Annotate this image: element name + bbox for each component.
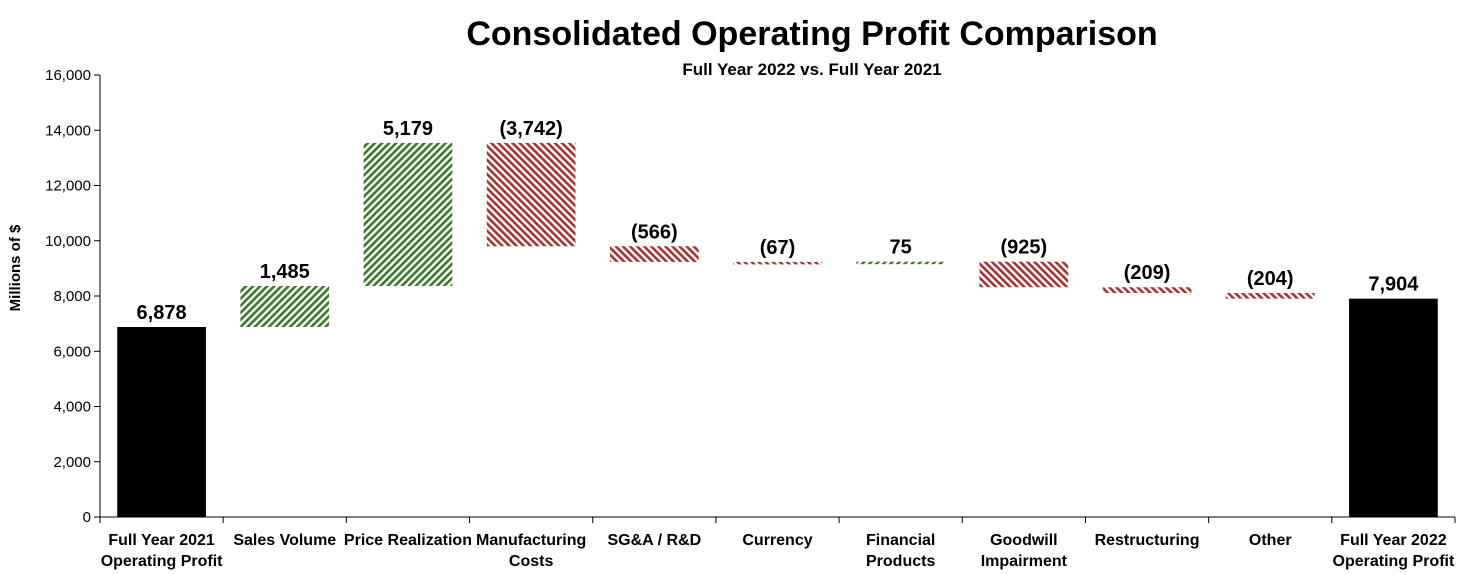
x-axis — [99, 516, 1456, 523]
bar-decrease — [486, 142, 576, 247]
category-labels-group: Full Year 2021 Operating Profit Sales Volu… — [101, 532, 1455, 570]
y-tick-label: 6,000 — [53, 343, 91, 360]
y-tick-label: 4,000 — [53, 399, 91, 416]
category-label: Currency — [742, 532, 812, 549]
data-label: 1,485 — [260, 261, 310, 283]
data-label: (209) — [1124, 262, 1171, 284]
category-label: Manufacturing Costs — [476, 532, 586, 570]
bar-total — [1349, 298, 1438, 517]
bars-group — [117, 142, 1438, 517]
bar-decrease — [979, 261, 1069, 288]
chart-subtitle: Full Year 2022 vs. Full Year 2021 — [682, 60, 941, 79]
data-label: 6,878 — [137, 302, 187, 324]
y-tick-label: 12,000 — [45, 178, 91, 195]
y-tick-label: 2,000 — [53, 454, 91, 471]
bar-decrease — [1102, 287, 1192, 294]
chart-title: Consolidated Operating Profit Comparison — [466, 15, 1157, 53]
bar-increase — [856, 261, 946, 265]
y-tick-label: 14,000 — [45, 122, 91, 139]
data-label: (204) — [1247, 268, 1294, 290]
category-label: Price Realization — [344, 532, 472, 549]
data-label: 5,179 — [383, 118, 433, 140]
bar-increase — [240, 285, 330, 327]
y-tick-label: 8,000 — [53, 288, 91, 305]
bar-total — [117, 326, 206, 517]
bar-decrease — [733, 261, 822, 265]
data-label: 75 — [890, 237, 912, 259]
bar-increase — [363, 142, 453, 286]
category-label: Other — [1249, 532, 1292, 549]
data-label: (3,742) — [499, 118, 562, 140]
data-label: (566) — [631, 221, 678, 243]
category-label: Full Year 2021 Operating Profit — [101, 532, 223, 570]
bar-decrease — [1225, 293, 1315, 299]
bar-decrease — [609, 246, 699, 262]
data-label: 7,904 — [1368, 274, 1419, 296]
y-axis-label: Millions of $ — [7, 224, 24, 311]
data-label: (67) — [760, 237, 796, 259]
data-label: (925) — [1001, 237, 1048, 259]
category-label: Goodwill Impairment — [981, 532, 1068, 570]
category-label: Restructuring — [1095, 532, 1200, 549]
y-axis: 0 2,000 4,000 6,000 8,000 10,000 12,000 14,000 1… — [45, 67, 101, 526]
category-label: Sales Volume — [233, 532, 336, 549]
y-tick-label: 16,000 — [45, 67, 91, 84]
y-tick-label: 10,000 — [45, 233, 91, 250]
category-label: Full Year 2022 Operating Profit — [1333, 532, 1455, 570]
category-label: SG&A / R&D — [607, 532, 701, 549]
category-label: Financial Products — [866, 532, 935, 570]
data-labels-group: 6,878 1,485 5,179 (3,742) (566) (67) 75 (925) (2… — [137, 118, 1420, 324]
y-tick-label: 0 — [83, 509, 91, 526]
